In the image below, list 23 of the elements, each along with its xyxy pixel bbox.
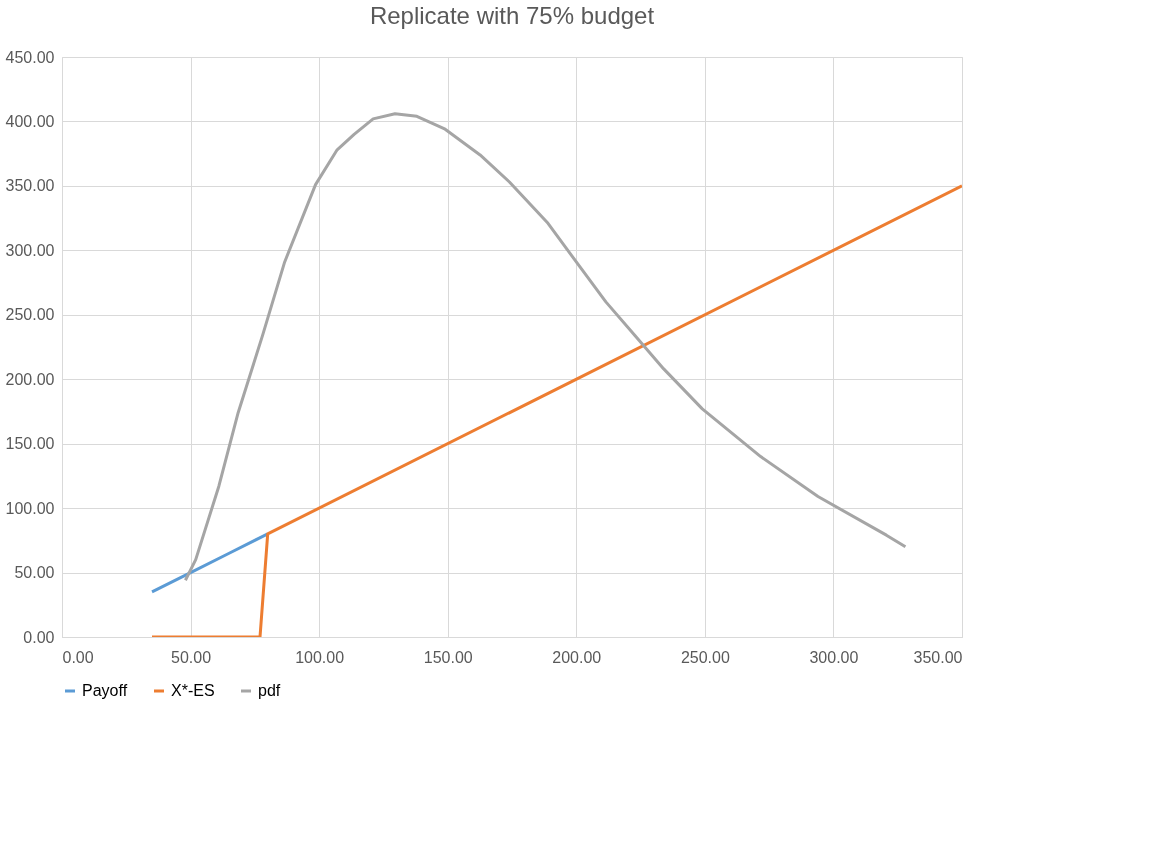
- x-tick-label: 50.00: [171, 648, 212, 666]
- legend-label: X*-ES: [171, 682, 215, 699]
- y-tick-label: 250.00: [5, 306, 55, 324]
- x-tick-label: 200.00: [552, 648, 602, 666]
- x-tick-label: 100.00: [295, 648, 345, 666]
- y-tick-label: 400.00: [5, 112, 55, 130]
- x-tick-label: 250.00: [680, 648, 730, 666]
- y-tick-label: 0.00: [23, 628, 55, 646]
- y-tick-label: 200.00: [5, 370, 55, 388]
- y-tick-label: 100.00: [5, 499, 55, 517]
- y-tick-label: 50.00: [14, 564, 55, 582]
- line-series: [183, 112, 907, 582]
- y-tick-label: 150.00: [5, 435, 55, 453]
- chart-title: Replicate with 75% budget: [369, 2, 655, 29]
- y-tick-label: 450.00: [5, 48, 55, 66]
- legend-label: Payoff: [82, 682, 128, 699]
- y-tick-label: 350.00: [5, 177, 55, 195]
- x-tick-label: 300.00: [809, 648, 859, 666]
- y-tick-label: 300.00: [5, 241, 55, 259]
- x-tick-label: 150.00: [423, 648, 473, 666]
- x-tick-label: 0.00: [62, 648, 94, 666]
- x-tick-label: 350.00: [913, 648, 963, 666]
- legend-label: pdf: [258, 682, 281, 699]
